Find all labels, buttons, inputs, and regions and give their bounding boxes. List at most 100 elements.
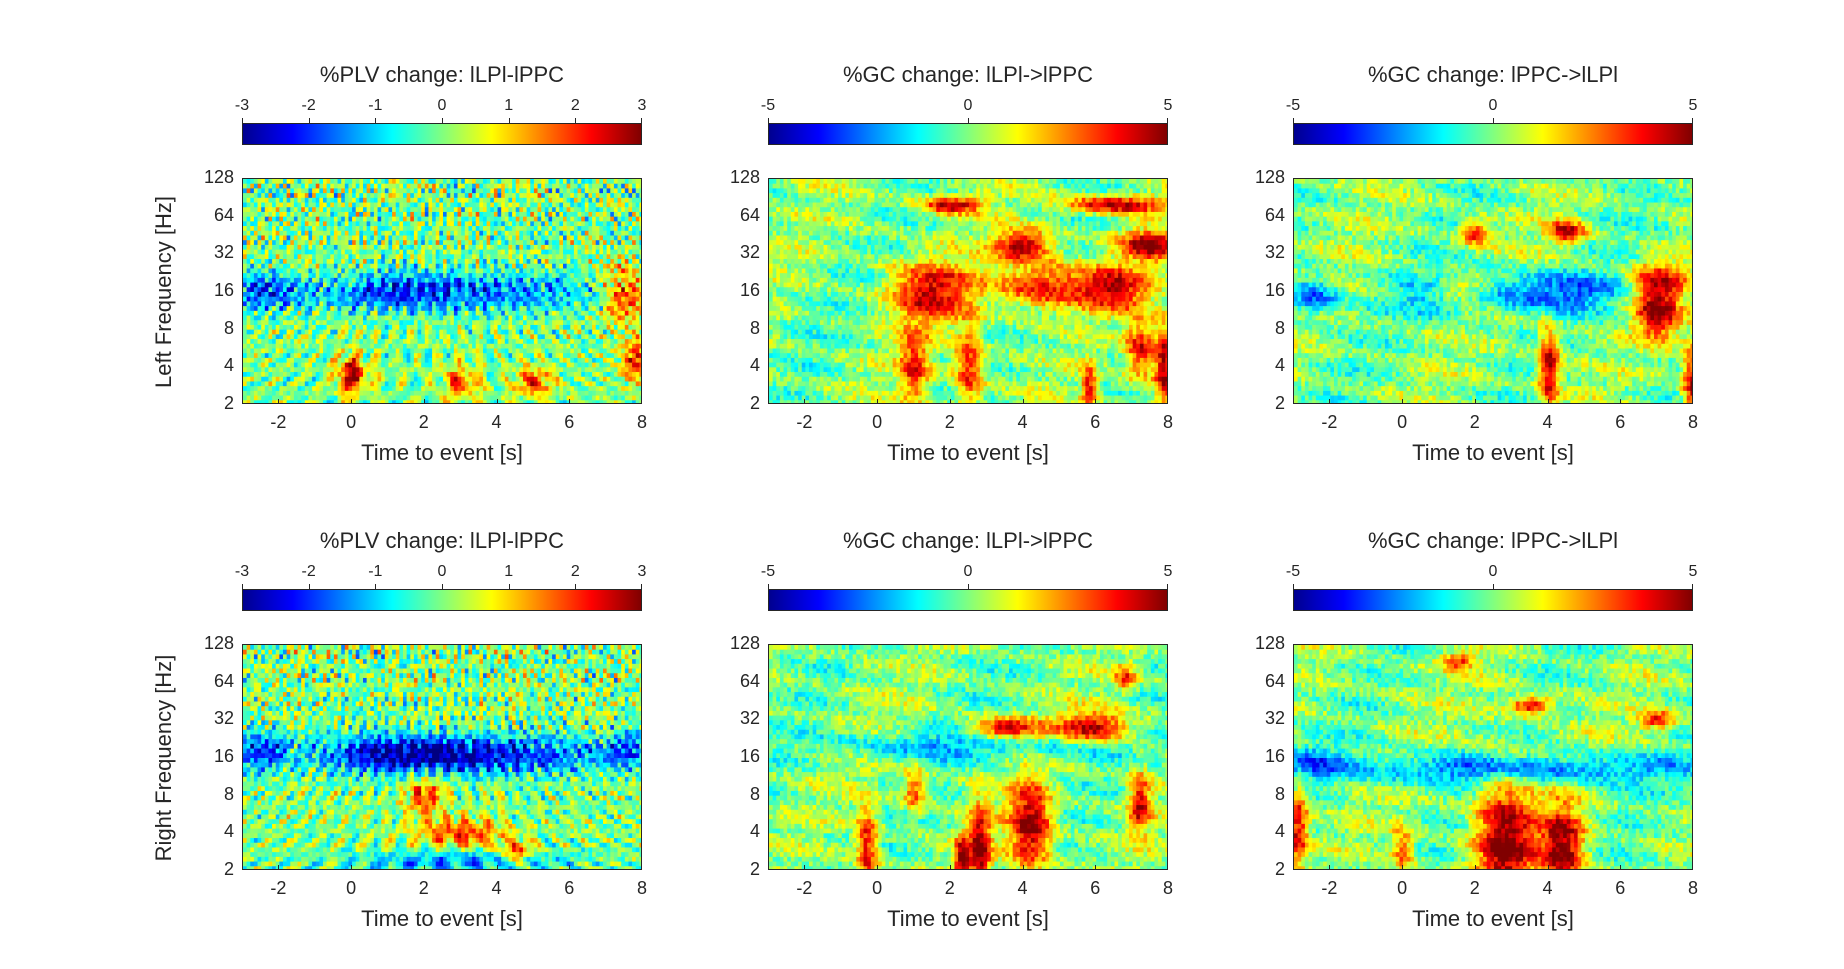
heatmap-cell <box>370 249 375 255</box>
heatmap-cell <box>377 221 382 227</box>
heatmap-cell <box>544 197 550 204</box>
heatmap-cell <box>468 372 473 378</box>
heatmap-cell <box>395 254 400 260</box>
heatmap-cell <box>628 273 633 279</box>
heatmap-cell <box>286 320 291 326</box>
heatmap-cell <box>421 381 426 387</box>
heatmap-cell <box>428 197 433 204</box>
heatmap-cell <box>559 376 564 383</box>
heatmap-cell <box>537 376 542 383</box>
heatmap-cell <box>617 179 622 185</box>
heatmap-cell <box>406 207 411 213</box>
heatmap-cell <box>388 320 393 326</box>
heatmap-cell <box>410 259 415 265</box>
heatmap-cell <box>613 301 619 307</box>
heatmap-cell <box>373 282 379 288</box>
heatmap-cell <box>635 381 640 387</box>
heatmap-cell <box>508 240 513 246</box>
heatmap-cell <box>319 221 324 227</box>
heatmap-cell <box>504 268 510 274</box>
heatmap-cell <box>363 207 368 213</box>
heatmap-cell <box>613 254 619 260</box>
heatmap-cell <box>417 348 422 354</box>
heatmap-cell <box>319 376 324 383</box>
heatmap-cell <box>595 334 600 340</box>
heatmap-cell <box>450 240 455 246</box>
heatmap-cell <box>352 386 357 392</box>
heatmap-cell <box>453 367 459 373</box>
heatmap-cell <box>352 296 357 303</box>
heatmap-cell <box>537 334 542 340</box>
heatmap-cell <box>541 381 546 387</box>
heatmap-cell <box>399 282 404 288</box>
heatmap-cell <box>308 357 313 364</box>
heatmap-cell <box>373 249 379 255</box>
heatmap-cell <box>439 259 444 265</box>
heatmap-cell <box>410 310 415 317</box>
heatmap-cell <box>373 362 379 368</box>
heatmap-cell <box>563 372 568 378</box>
heatmap-cell <box>410 211 415 218</box>
heatmap-cell <box>592 381 597 387</box>
heatmap-cell <box>243 211 248 218</box>
heatmap-cell <box>304 249 310 255</box>
heatmap-cell <box>275 221 280 227</box>
heatmap-cell <box>624 263 630 270</box>
heatmap-cell <box>570 226 575 232</box>
heatmap-cell <box>515 188 520 194</box>
heatmap-cell <box>428 273 433 279</box>
heatmap-cell <box>297 353 302 359</box>
heatmap-cell <box>275 183 280 190</box>
heatmap-cell <box>308 367 313 373</box>
heatmap-cell <box>392 367 397 373</box>
heatmap-cell <box>606 320 611 326</box>
heatmap-cell <box>526 183 531 190</box>
heatmap-cell <box>275 306 280 312</box>
heatmap-cell <box>352 221 357 227</box>
heatmap-cell <box>297 183 302 190</box>
heatmap-cell <box>479 268 484 274</box>
heatmap-cell <box>403 273 408 279</box>
heatmap-cell <box>515 216 520 222</box>
heatmap-cell <box>403 296 408 303</box>
heatmap-cell <box>424 263 430 270</box>
heatmap-cell <box>286 207 291 213</box>
heatmap-cell <box>483 339 488 345</box>
heatmap-cell <box>301 372 306 378</box>
heatmap-cell <box>464 301 470 307</box>
heatmap-cell <box>373 221 379 227</box>
heatmap-cell <box>552 277 557 284</box>
heatmap-cell <box>399 376 404 383</box>
heatmap-cell <box>264 277 270 284</box>
heatmap-cell <box>581 230 586 237</box>
heatmap-cell <box>308 188 313 194</box>
heatmap-cell <box>613 207 619 213</box>
heatmap-cell <box>424 207 430 213</box>
heatmap-cell <box>559 348 564 354</box>
heatmap-cell <box>464 263 470 270</box>
heatmap-cell <box>243 367 248 373</box>
heatmap-cell <box>373 263 379 270</box>
heatmap-cell <box>417 221 422 227</box>
heatmap-cell <box>275 362 280 368</box>
heatmap-cell <box>603 277 608 284</box>
heatmap-cell <box>330 324 335 331</box>
heatmap-cell <box>450 207 455 213</box>
heatmap-cell <box>272 320 277 326</box>
heatmap-cell <box>563 334 568 340</box>
heatmap-cell <box>552 376 557 383</box>
heatmap-cell <box>406 211 411 218</box>
heatmap-cell <box>544 268 550 274</box>
heatmap-cell <box>628 202 633 208</box>
heatmap-cell <box>588 273 593 279</box>
heatmap-cell <box>370 235 375 241</box>
heatmap-cell <box>606 268 611 274</box>
heatmap-cell <box>250 339 255 345</box>
heatmap-cell <box>515 202 520 208</box>
heatmap-cell <box>424 273 430 279</box>
heatmap-cell <box>330 348 335 354</box>
heatmap-cell <box>253 207 259 213</box>
heatmap-cell <box>515 381 520 387</box>
heatmap-cell <box>381 367 386 373</box>
heatmap-cell <box>603 287 608 293</box>
